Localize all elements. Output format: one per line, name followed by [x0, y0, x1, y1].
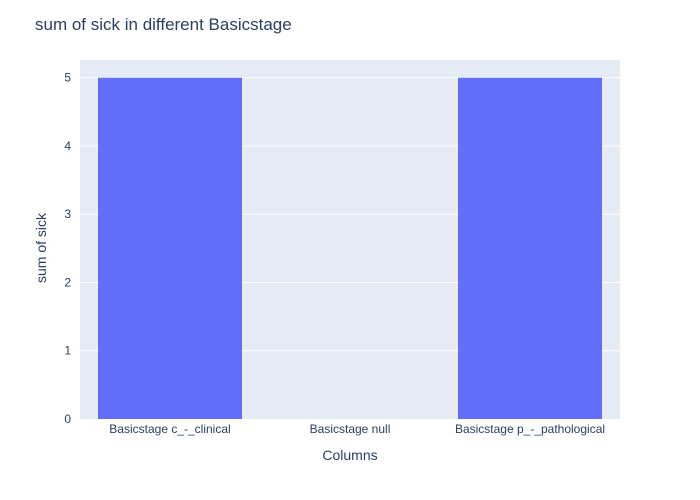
x-axis-title: Columns [322, 447, 377, 463]
y-tick-label: 1 [64, 344, 71, 358]
x-tick-label: Basicstage null [310, 422, 391, 436]
bar [98, 77, 242, 420]
bar [458, 77, 602, 420]
bars [98, 77, 602, 420]
y-tick-label: 4 [64, 139, 71, 153]
y-tick-label: 5 [64, 71, 71, 85]
x-tick-labels: Basicstage c_-_clinical Basicstage null Ba… [109, 422, 605, 436]
y-tick-label: 2 [64, 275, 71, 289]
y-tick-label: 0 [64, 412, 71, 426]
y-tick-labels: 0 1 2 3 4 5 [64, 71, 71, 426]
x-tick-label: Basicstage p_-_pathological [455, 422, 605, 436]
y-axis-title: sum of sick [33, 212, 49, 283]
y-tick-label: 3 [64, 207, 71, 221]
x-tick-label: Basicstage c_-_clinical [109, 422, 230, 436]
chart-title: sum of sick in different Basicstage [35, 15, 292, 34]
